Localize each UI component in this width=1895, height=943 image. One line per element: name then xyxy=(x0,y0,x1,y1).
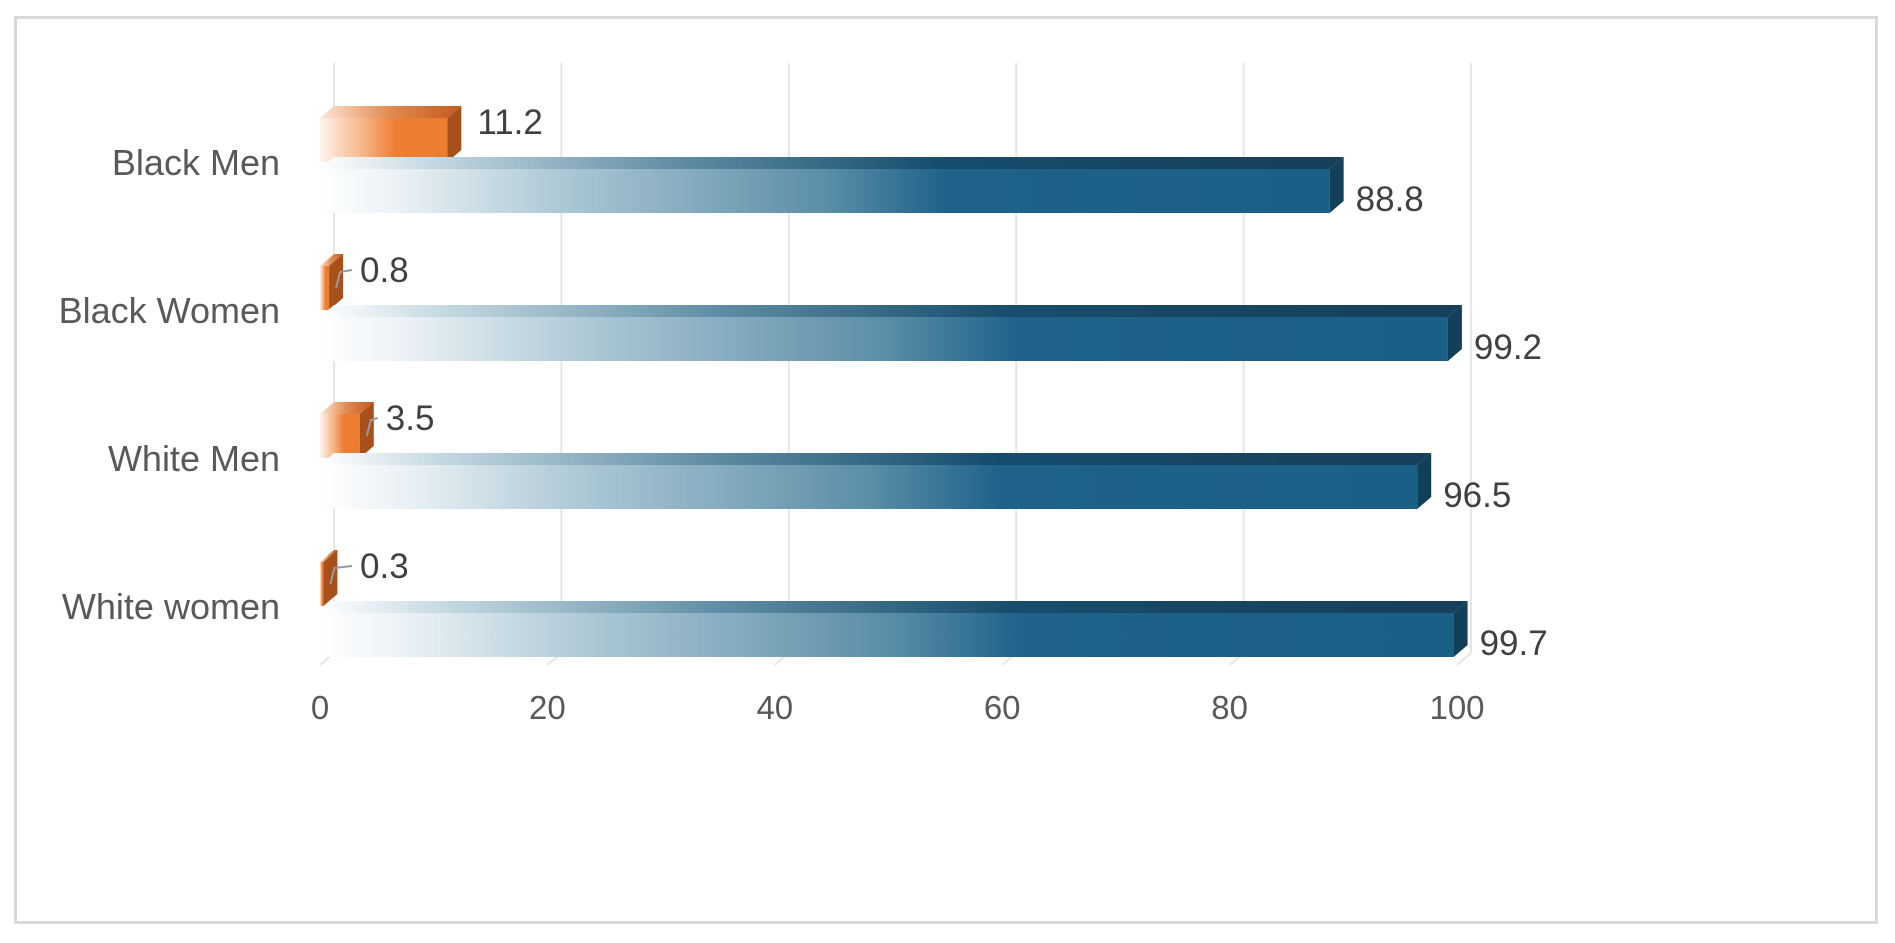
x-tick-label: 80 xyxy=(1211,689,1248,726)
labels: 0 20 40 60 80 100 Black Men 11.2 88.8 Black Women… xyxy=(59,103,1548,726)
data-label-orange: 0.3 xyxy=(360,547,409,586)
data-label-orange: 0.8 xyxy=(360,251,409,290)
x-tick-label: 20 xyxy=(529,689,566,726)
data-label-orange: 3.5 xyxy=(386,399,435,438)
bar-orange xyxy=(320,550,338,606)
data-label-blue: 88.8 xyxy=(1356,180,1424,219)
leader-line xyxy=(329,565,353,585)
y-category-label: White Men xyxy=(108,438,280,479)
data-label-orange: 11.2 xyxy=(477,103,543,142)
bar-blue xyxy=(320,157,1344,213)
bar-orange xyxy=(320,106,462,162)
x-tick-label: 0 xyxy=(311,689,329,726)
gridline-floor xyxy=(1456,652,1472,666)
gridlines xyxy=(319,63,1472,666)
data-label-blue: 99.7 xyxy=(1480,624,1548,663)
x-tick-label: 60 xyxy=(984,689,1021,726)
leader-line xyxy=(335,269,353,289)
bar-blue xyxy=(320,305,1462,361)
y-category-label: Black Men xyxy=(112,142,280,183)
x-tick-label: 40 xyxy=(756,689,793,726)
bar-orange xyxy=(320,254,344,310)
bar-blue xyxy=(320,601,1468,657)
data-label-blue: 96.5 xyxy=(1443,476,1511,515)
x-tick-label: 100 xyxy=(1429,689,1484,726)
y-category-label: Black Women xyxy=(59,290,280,331)
y-category-label: White women xyxy=(62,586,280,627)
leader-line xyxy=(365,417,379,437)
bar-chart: 0 20 40 60 80 100 Black Men 11.2 88.8 Black Women… xyxy=(59,63,1548,726)
data-label-blue: 99.2 xyxy=(1474,328,1542,367)
chart-frame: 0 20 40 60 80 100 Black Men 11.2 88.8 Black Women… xyxy=(14,16,1878,924)
bars xyxy=(320,106,1468,657)
bar-blue xyxy=(320,453,1432,509)
bar-orange xyxy=(320,402,374,458)
